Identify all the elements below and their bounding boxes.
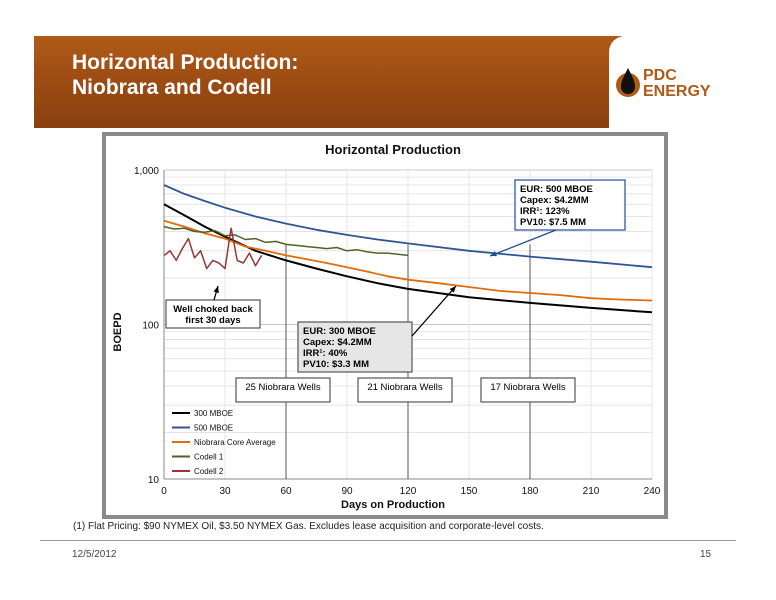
series-line-codell-2 [163,227,263,270]
x-axis-label: Days on Production [341,499,445,511]
oil-drop-icon [616,68,640,97]
arrow-choked-head [213,286,219,293]
slide-date: 12/5/2012 [72,549,117,560]
annotation-eur-500-text: IRR¹: 123% [520,206,570,217]
annotation-eur-500-text: EUR: 500 MBOE [520,184,593,195]
chart-legend: 300 MBOE 500 MBOE Niobrara Core Average Cod… [172,409,276,476]
chart-area: Horizontal Production 0 30 60 90 120 150 180 21… [106,136,664,515]
annotation-wells-0: 25 Niobrara Wells [235,377,331,403]
arrow-eur-500 [489,229,557,257]
arrow-choked [213,285,219,301]
annotation-eur-500-text: Capex: $4.2MM [520,195,589,206]
x-tick-label: 210 [583,486,600,497]
chart-series [163,184,653,479]
annotation-choked-text: Well choked back [173,304,253,315]
arrow-eur-300-line [411,285,457,337]
title-banner: Horizontal Production: Niobrara and Code… [34,36,776,128]
legend-label: Niobrara Core Average [194,438,276,447]
x-tick-label: 60 [280,486,292,497]
annotation-wells-2-text: 17 Niobrara Wells [490,382,566,393]
annotation-eur-500-box [514,179,626,231]
arrow-eur-300 [411,285,457,337]
legend-label: 300 MBOE [194,409,233,418]
series-line-niobrara-core-average [163,219,653,302]
chart-title: Horizontal Production [325,142,461,157]
slide-title: Horizontal Production: Niobrara and Code… [72,51,299,99]
annotation-wells-1-box [357,377,453,403]
annotation-wells-0-text: 25 Niobrara Wells [245,382,321,393]
annotation-eur-300-box [297,321,413,373]
y-tick-label: 100 [142,321,159,332]
footnote: (1) Flat Pricing: $90 NYMEX Oil, $3.50 N… [73,521,544,532]
annotation-eur-300-text: PV10: $3.3 MM [303,359,369,370]
x-tick-label: 30 [219,486,231,497]
chart-axes: 0 30 60 90 120 150 180 210 240 10 100 1,000 [134,166,661,497]
series-line-300-mboe [163,203,653,314]
logo-text-pdc: PDC [643,67,677,84]
annotation-eur-300-text: EUR: 300 MBOE [303,326,376,337]
footer-divider [40,540,736,541]
series-line-codell-1 [163,225,409,257]
annotation-choked-box [165,299,261,329]
annotation-wells-1: 21 Niobrara Wells [357,377,453,403]
annotation-wells-2: 17 Niobrara Wells [480,377,576,403]
annotation-eur-500-text: PV10: $7.5 MM [520,217,586,228]
x-tick-label: 120 [400,486,417,497]
y-tick-label: 1,000 [134,166,159,177]
company-logo: PDC ENERGY [609,36,776,128]
logo-text-energy: ENERGY [643,83,711,100]
y-axis-label: BOEPD [112,312,124,351]
chart-frame: Horizontal Production 0 30 60 90 120 150 180 21… [102,132,668,519]
x-tick-label: 150 [461,486,478,497]
production-chart: Horizontal Production 0 30 60 90 120 150 180 21… [112,142,661,511]
annotation-wells-1-text: 21 Niobrara Wells [367,382,443,393]
x-tick-label: 240 [644,486,661,497]
series-line-500-mboe [163,184,653,269]
legend-label: Codell 2 [194,467,224,476]
y-tick-label: 10 [148,475,160,486]
legend-label: 500 MBOE [194,424,233,433]
annotation-wells-0-box [235,377,331,403]
x-tick-label: 180 [522,486,539,497]
annotation-eur-300-text: Capex: $4.2MM [303,337,372,348]
arrow-eur-500-line [489,229,557,257]
arrow-eur-500-head [490,251,497,257]
annotation-wells-2-box [480,377,576,403]
page-number: 15 [700,549,712,560]
annotation-choked-text: first 30 days [185,315,240,326]
x-tick-label: 90 [341,486,353,497]
arrow-eur-300-head [449,286,456,293]
x-tick-label: 0 [161,486,167,497]
annotation-eur-300-text: IRR¹: 40% [303,348,348,359]
legend-label: Codell 1 [194,453,224,462]
